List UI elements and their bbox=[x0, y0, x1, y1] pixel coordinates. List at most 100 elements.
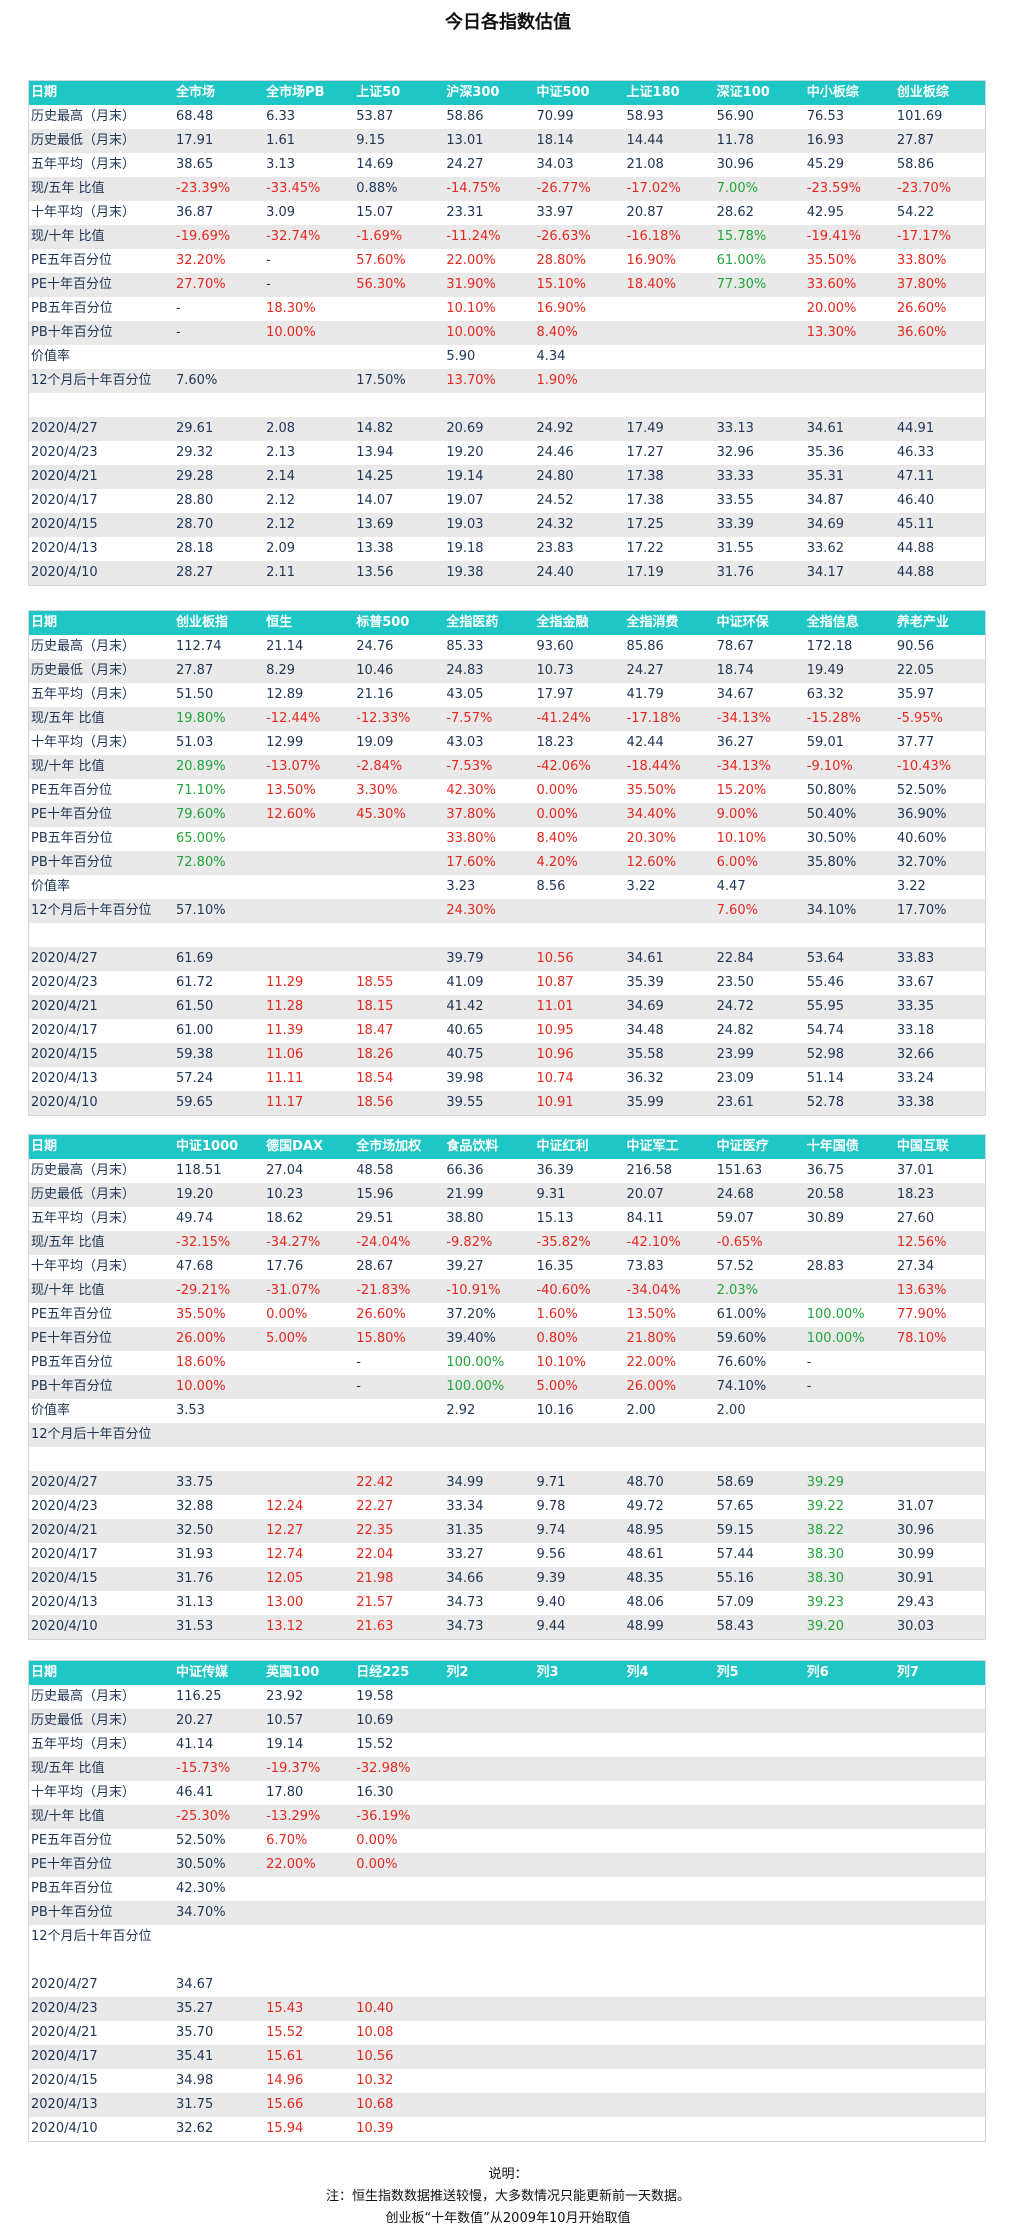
row-label: 2020/4/15 bbox=[29, 513, 174, 537]
table-row: PE五年百分位 35.50% 0.00% 26.60% 37.20% 1.60% 13.50… bbox=[29, 1303, 985, 1327]
table-cell bbox=[624, 1805, 715, 1829]
table-cell bbox=[625, 1877, 715, 1901]
table-cell bbox=[805, 1733, 895, 1757]
table-cell: 17.76 bbox=[266, 1259, 304, 1274]
table-cell: 14.96 bbox=[266, 2073, 304, 2088]
table-cell: 61.50 bbox=[174, 995, 265, 1019]
table-cell: 21.80% bbox=[624, 1327, 715, 1351]
row-label: 历史最高（月末） bbox=[31, 639, 136, 654]
table-cell bbox=[804, 1279, 895, 1303]
table-cell: 5.00% bbox=[534, 1375, 625, 1399]
table-cell: 17.22 bbox=[626, 541, 664, 556]
column-header-index: 列7 bbox=[894, 1661, 985, 1685]
valuation-table: 日期 全市场 全市场PB 上证50 沪深300 中证500 上证180 深证100 中小板综 创业… bbox=[29, 81, 985, 585]
row-label: PB十年百分位 bbox=[29, 321, 174, 345]
table-cell: 19.14 bbox=[444, 465, 535, 489]
row-label: 十年平均（月末） bbox=[31, 1785, 136, 1800]
table-cell: 0.00% bbox=[266, 1307, 308, 1322]
table-cell bbox=[264, 1901, 355, 1925]
table-cell: 19.14 bbox=[266, 1737, 304, 1752]
table-cell: -32.74% bbox=[264, 225, 355, 249]
table-cell bbox=[534, 1685, 624, 1709]
row-label: 2020/4/27 bbox=[29, 417, 174, 441]
valuation-table: 日期 中证传媒 英国100 日经225 列2 列3 列4 列5 列6 列7 历史最高（月末） 116.… bbox=[29, 1661, 985, 2141]
table-cell: 3.22 bbox=[626, 879, 656, 894]
table-cell bbox=[625, 2117, 715, 2141]
table-cell: 33.62 bbox=[806, 541, 844, 556]
table-cell: 44.91 bbox=[894, 417, 985, 441]
table-cell: 19.20 bbox=[174, 1183, 265, 1207]
table-cell bbox=[624, 1423, 715, 1447]
table-cell bbox=[264, 899, 355, 923]
table-cell: 2.00 bbox=[716, 1403, 746, 1418]
table-cell: -25.30% bbox=[174, 1805, 265, 1829]
row-label: 2020/4/21 bbox=[29, 995, 174, 1019]
table-cell bbox=[264, 1375, 355, 1399]
table-row: 2020/4/21 29.28 2.14 14.25 19.14 24.80 17.38 33… bbox=[29, 465, 985, 489]
table-cell: 34.17 bbox=[804, 561, 895, 585]
table-cell: 11.78 bbox=[714, 129, 805, 153]
table-cell: 35.50% bbox=[806, 253, 857, 268]
table-cell: -34.13% bbox=[714, 755, 805, 779]
table-cell: 31.76 bbox=[714, 561, 805, 585]
table-cell: 48.70 bbox=[624, 1471, 715, 1495]
table-cell bbox=[624, 1901, 715, 1925]
table-cell: -24.04% bbox=[354, 1231, 445, 1255]
table-cell: 61.00% bbox=[716, 253, 767, 268]
row-label: 价值率 bbox=[31, 879, 71, 894]
table-row: 2020/4/13 28.18 2.09 13.38 19.18 23.83 17.22 31… bbox=[29, 537, 985, 561]
table-cell: 34.73 bbox=[446, 1595, 484, 1610]
table-cell: 4.34 bbox=[536, 349, 566, 364]
table-row: 2020/4/13 31.13 13.00 21.57 34.73 9.40 48.06 57… bbox=[29, 1591, 985, 1615]
table-cell: 78.10% bbox=[894, 1327, 985, 1351]
table-cell: -19.37% bbox=[264, 1757, 355, 1781]
table-cell bbox=[534, 1805, 625, 1829]
table-cell: 35.70 bbox=[176, 2025, 214, 2040]
table-cell: 26.60% bbox=[356, 1307, 406, 1322]
table-cell bbox=[444, 1757, 535, 1781]
table-row: 历史最高（月末） 68.48 6.33 53.87 58.86 70.99 58.93 56.… bbox=[29, 105, 985, 129]
table-cell: 31.90% bbox=[444, 273, 535, 297]
table-cell: 36.87 bbox=[176, 205, 214, 220]
table-cell: 9.00% bbox=[714, 803, 805, 827]
table-header-row: 日期 全市场 全市场PB 上证50 沪深300 中证500 上证180 深证100 中小板综 创业… bbox=[29, 81, 985, 105]
table-cell: 10.32 bbox=[356, 2073, 394, 2088]
table-cell: 13.94 bbox=[356, 445, 394, 460]
table-cell: 22.04 bbox=[356, 1547, 394, 1562]
spacer-cell bbox=[29, 1949, 985, 1973]
table-cell: 11.28 bbox=[264, 995, 355, 1019]
table-cell: 57.52 bbox=[716, 1259, 754, 1274]
table-cell: 72.80% bbox=[174, 851, 265, 875]
table-cell: 15.94 bbox=[266, 2121, 304, 2136]
table-cell: 27.87 bbox=[894, 129, 985, 153]
row-label: PB五年百分位 bbox=[31, 831, 113, 846]
table-cell: - bbox=[354, 1375, 445, 1399]
table-row: PE五年百分位 71.10% 13.50% 3.30% 42.30% 0.00% 35.50… bbox=[29, 779, 985, 803]
table-cell: 22.00% bbox=[446, 253, 496, 268]
row-label: 2020/4/10 bbox=[31, 2121, 98, 2136]
table-cell bbox=[804, 1757, 895, 1781]
table-cell bbox=[894, 2093, 985, 2117]
table-cell: 12.56% bbox=[894, 1231, 985, 1255]
table-cell: 10.39 bbox=[356, 2121, 394, 2136]
table-row: 现/十年 比值 20.89% -13.07% -2.84% -7.53% -42.06% -… bbox=[29, 755, 985, 779]
table-cell bbox=[354, 851, 445, 875]
table-cell: 32.70% bbox=[894, 851, 985, 875]
column-header-index: 养老产业 bbox=[894, 611, 985, 635]
table-cell: 10.57 bbox=[264, 1709, 355, 1733]
table-cell: 2.08 bbox=[264, 417, 355, 441]
table-row: PE十年百分位 30.50% 22.00% 0.00% bbox=[29, 1853, 985, 1877]
row-label: 2020/4/23 bbox=[29, 1997, 174, 2021]
table-cell: 28.83 bbox=[806, 1259, 844, 1274]
table-cell: 24.52 bbox=[536, 493, 574, 508]
table-row: 2020/4/27 29.61 2.08 14.82 20.69 24.92 17.49 33… bbox=[29, 417, 985, 441]
table-cell: 34.98 bbox=[176, 2073, 214, 2088]
column-header-index: 全指信息 bbox=[804, 611, 895, 635]
table-cell: -18.44% bbox=[624, 755, 715, 779]
table-cell: 6.70% bbox=[266, 1833, 308, 1848]
table-cell: 33.18 bbox=[896, 1023, 935, 1038]
column-header-index: 上证180 bbox=[624, 81, 715, 105]
table-row: PE五年百分位 32.20% - 57.60% 22.00% 28.80% 16.90% 61… bbox=[29, 249, 985, 273]
table-cell: -32.15% bbox=[174, 1231, 265, 1255]
table-cell: 10.95 bbox=[536, 1023, 574, 1038]
